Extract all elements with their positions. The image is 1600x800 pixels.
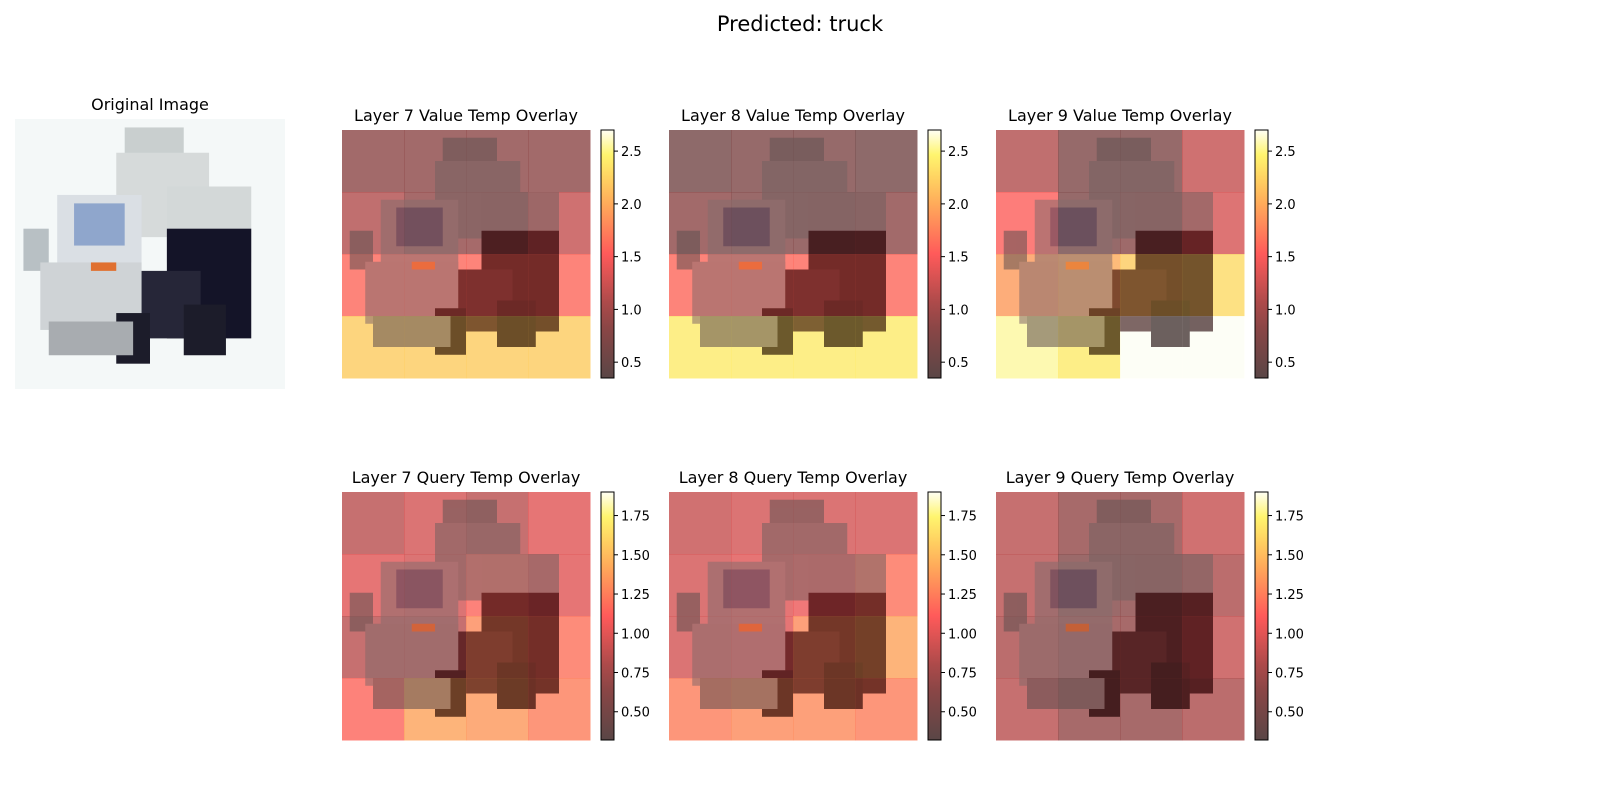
panel-title: Original Image [91, 95, 209, 114]
colorbar-tick-label: 1.75 [621, 510, 650, 525]
figure-suptitle: Predicted: truck [717, 12, 884, 36]
heatmap-cell [855, 130, 918, 193]
panel-title: Layer 9 Query Temp Overlay [1006, 468, 1235, 487]
colorbar: 0.50 0.75 1.00 1.25 1.50 1.75 [927, 491, 977, 741]
truck-silhouette [1003, 499, 1213, 717]
colorbar-tick-label: 1.75 [1275, 510, 1304, 525]
heatmap-panel-3: Layer 9 Value Temp Overlay 0.5 1.0 1.5 2.0 2.… [996, 106, 1296, 379]
heatmap-panel-2: Layer 8 Value Temp Overlay 0.5 1.0 1.5 2.0 2.… [669, 106, 969, 379]
colorbar-tick-label: 1.00 [1275, 627, 1304, 642]
colorbar-tick-label: 0.5 [948, 356, 969, 371]
colorbar-gradient [927, 491, 942, 741]
colorbar-gradient [1254, 491, 1269, 741]
colorbar-gradient [600, 129, 615, 379]
truck-silhouette [349, 137, 559, 355]
colorbar-tick-label: 1.5 [621, 251, 642, 266]
heatmap-cell [996, 130, 1059, 193]
heatmap-panel-5: Layer 8 Query Temp Overlay 0.50 0.75 1.00 1.… [669, 468, 977, 741]
colorbar-tick-label: 2.5 [1275, 145, 1296, 160]
heatmap-cell [855, 492, 918, 555]
colorbar: 0.5 1.0 1.5 2.0 2.5 [1254, 129, 1296, 379]
colorbar: 0.50 0.75 1.00 1.25 1.50 1.75 [600, 491, 650, 741]
colorbar-tick-label: 1.00 [621, 627, 650, 642]
truck-silhouette [1003, 137, 1213, 355]
colorbar-gradient [927, 129, 942, 379]
colorbar-tick-label: 0.75 [948, 667, 977, 682]
colorbar-tick-label: 0.50 [1275, 706, 1304, 721]
colorbar-tick-label: 1.00 [948, 627, 977, 642]
colorbar-gradient [1254, 129, 1269, 379]
truck-silhouette [676, 137, 886, 355]
heatmap-panel-1: Layer 7 Value Temp Overlay 0.5 1.0 1.5 2.0 2.… [342, 106, 642, 379]
heatmap-panel-6: Layer 9 Query Temp Overlay 0.50 0.75 1.00 1.… [996, 468, 1304, 741]
heatmap-cell [1182, 492, 1245, 555]
colorbar-tick-label: 0.75 [1275, 667, 1304, 682]
colorbar-tick-label: 1.0 [621, 303, 642, 318]
colorbar-tick-label: 1.5 [948, 251, 969, 266]
panel-title: Layer 7 Query Temp Overlay [352, 468, 581, 487]
colorbar-tick-label: 2.5 [621, 145, 642, 160]
colorbar-tick-label: 2.0 [621, 198, 642, 213]
colorbar-tick-label: 0.75 [621, 667, 650, 682]
heatmap-panel-4: Layer 7 Query Temp Overlay 0.50 0.75 1.00 1.… [342, 468, 650, 741]
colorbar-tick-label: 0.5 [621, 356, 642, 371]
colorbar-tick-label: 1.25 [948, 588, 977, 603]
truck-silhouette [349, 499, 559, 717]
colorbar-tick-label: 2.0 [1275, 198, 1296, 213]
heatmap-cell [528, 130, 591, 193]
panel-title: Layer 8 Query Temp Overlay [679, 468, 908, 487]
colorbar: 0.5 1.0 1.5 2.0 2.5 [600, 129, 642, 379]
colorbar-tick-label: 0.5 [1275, 356, 1296, 371]
colorbar: 0.5 1.0 1.5 2.0 2.5 [927, 129, 969, 379]
colorbar-tick-label: 1.25 [621, 588, 650, 603]
panel-title: Layer 8 Value Temp Overlay [681, 106, 905, 125]
heatmap-cell [996, 492, 1059, 555]
colorbar-tick-label: 1.50 [621, 549, 650, 564]
colorbar-tick-label: 2.5 [948, 145, 969, 160]
colorbar: 0.50 0.75 1.00 1.25 1.50 1.75 [1254, 491, 1304, 741]
colorbar-tick-label: 1.25 [1275, 588, 1304, 603]
heatmap-cell [1182, 130, 1245, 193]
colorbar-tick-label: 1.50 [948, 549, 977, 564]
original-truck-image [15, 119, 285, 389]
heatmap-cell [342, 492, 405, 555]
truck-silhouette [15, 119, 285, 389]
colorbar-tick-label: 1.50 [1275, 549, 1304, 564]
truck-silhouette [676, 499, 886, 717]
panel-title: Layer 7 Value Temp Overlay [354, 106, 578, 125]
colorbar-tick-label: 1.75 [948, 510, 977, 525]
colorbar-tick-label: 2.0 [948, 198, 969, 213]
heatmap-cell [669, 492, 732, 555]
heatmap-cell [669, 130, 732, 193]
colorbar-tick-label: 0.50 [621, 706, 650, 721]
panel-title: Layer 9 Value Temp Overlay [1008, 106, 1232, 125]
colorbar-tick-label: 1.0 [1275, 303, 1296, 318]
panel-original-image: Original Image [15, 95, 285, 389]
heatmap-cell [528, 492, 591, 555]
colorbar-tick-label: 1.5 [1275, 251, 1296, 266]
colorbar-tick-label: 0.50 [948, 706, 977, 721]
heatmap-cell [342, 130, 405, 193]
colorbar-tick-label: 1.0 [948, 303, 969, 318]
colorbar-gradient [600, 491, 615, 741]
